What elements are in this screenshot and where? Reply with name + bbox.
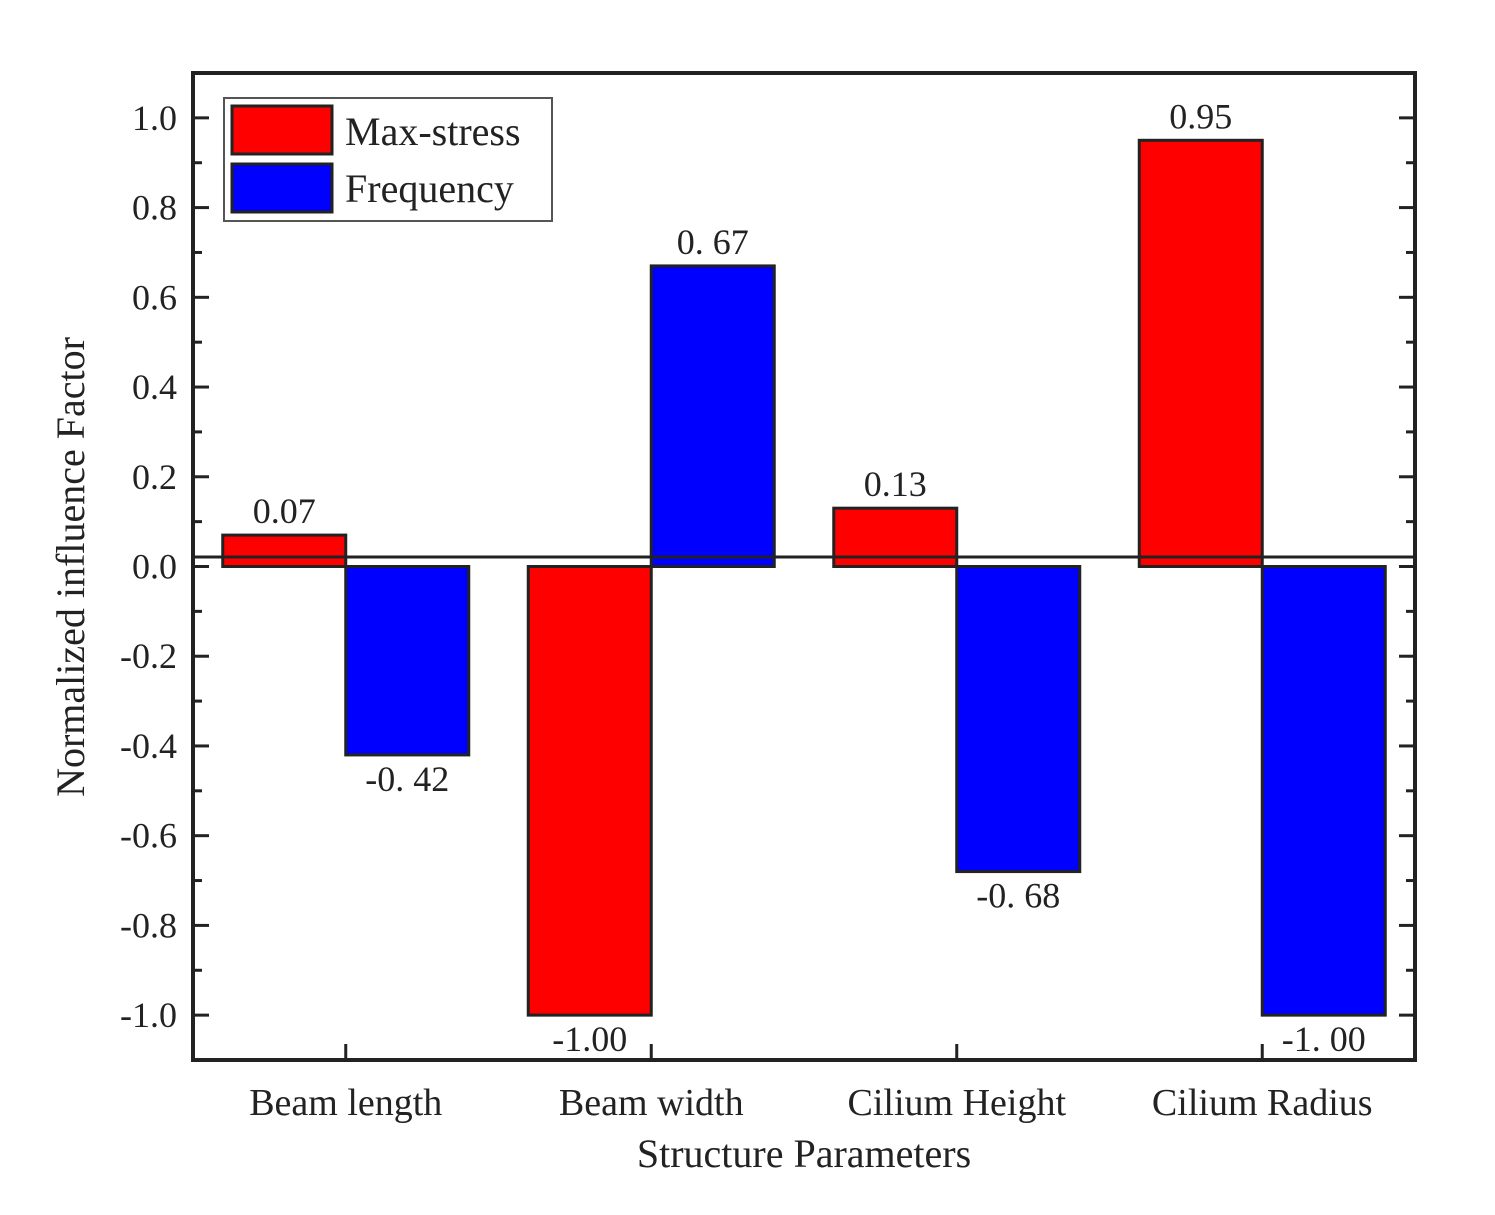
data-label-frequency-0: -0. 42 — [365, 759, 449, 799]
y-axis-title: Normalized influence Factor — [48, 337, 93, 797]
y-tick-label: 0.4 — [132, 367, 177, 407]
y-tick-label: -0.2 — [120, 636, 177, 676]
data-label-frequency-2: -0. 68 — [976, 876, 1060, 916]
y-tick-label: -0.6 — [120, 816, 177, 856]
bar-max-stress-beam-width — [526, 565, 653, 1017]
x-tick-label: Cilium Radius — [1152, 1082, 1373, 1124]
y-axis-ticks: 1.0 0.8 0.6 0.4 0.2 0.0 -0.2 -0.4 -0.6 -0.8 -1.0 — [120, 98, 1415, 1035]
data-label-frequency-1: 0. 67 — [677, 222, 749, 262]
y-tick-label: 0.8 — [132, 188, 177, 228]
y-tick-label: -1.0 — [120, 995, 177, 1035]
y-tick-label: 0.0 — [132, 547, 177, 587]
bar-frequency-beam-length — [344, 565, 471, 757]
bar-frequency-beam-width — [649, 264, 776, 568]
x-tick-label: Cilium Height — [848, 1082, 1067, 1124]
legend-label-frequency: Frequency — [345, 166, 514, 211]
legend: Max-stress Frequency — [223, 97, 553, 222]
x-tick-label: Beam width — [559, 1082, 744, 1124]
bar-frequency-cilium-radius — [1260, 565, 1387, 1017]
y-tick-label: -0.8 — [120, 905, 177, 945]
data-label-max-stress-0: 0.07 — [253, 491, 316, 531]
legend-swatch-frequency — [230, 162, 334, 214]
data-label-max-stress-1: -1.00 — [552, 1019, 627, 1059]
legend-swatch-max-stress — [230, 104, 334, 156]
data-label-max-stress-3: 0.95 — [1169, 96, 1232, 136]
bar-max-stress-cilium-radius — [1137, 138, 1264, 569]
bar-frequency-cilium-height — [955, 565, 1082, 874]
bar-max-stress-beam-length — [221, 533, 348, 569]
x-axis-ticks: Beam length Beam width Cilium Height Cilium… — [249, 1044, 1373, 1124]
y-tick-label: 0.2 — [132, 457, 177, 497]
data-labels-layer: 0.07 -0. 42 -1.00 0. 67 0.13 -0. 68 0.95 -1. 00 — [253, 96, 1366, 1059]
data-label-frequency-3: -1. 00 — [1282, 1019, 1366, 1059]
bars-layer — [221, 138, 1387, 1017]
y-tick-label: 1.0 — [132, 98, 177, 138]
x-axis-title: Structure Parameters — [637, 1131, 971, 1176]
x-tick-label: Beam length — [249, 1082, 442, 1124]
y-tick-label: 0.6 — [132, 277, 177, 317]
data-label-max-stress-2: 0.13 — [864, 464, 927, 504]
y-tick-label: -0.4 — [120, 726, 177, 766]
legend-label-max-stress: Max-stress — [345, 109, 521, 154]
